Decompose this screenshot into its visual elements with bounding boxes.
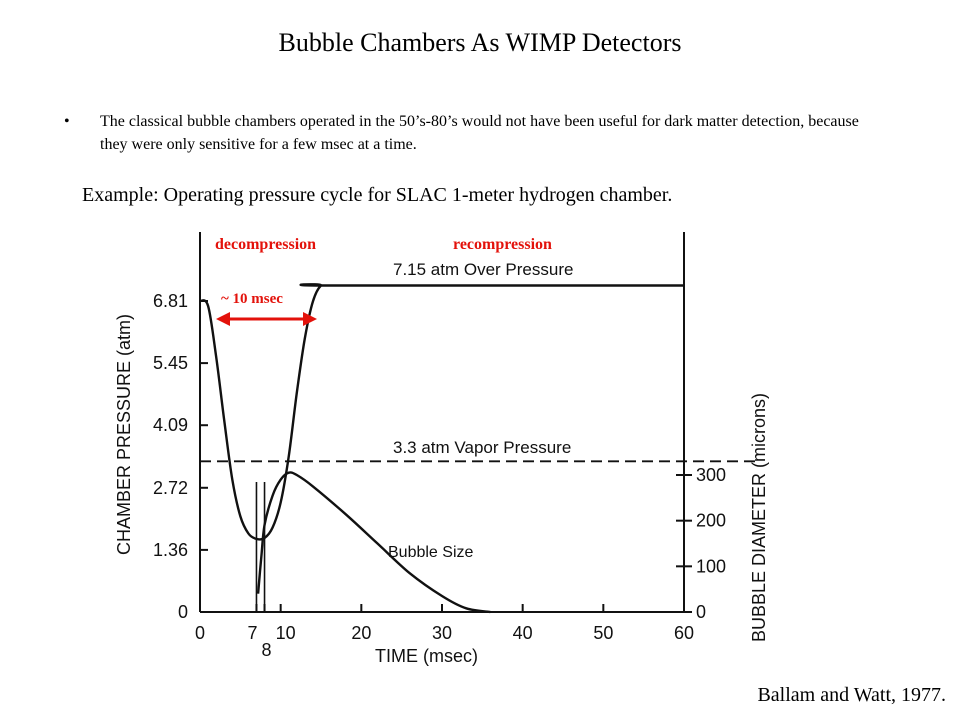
y2-tick-label: 0 <box>696 602 706 622</box>
y2-axis-label: BUBBLE DIAMETER (microns) <box>749 393 769 642</box>
y2-tick-label: 200 <box>696 511 726 531</box>
y2-tick-label: 100 <box>696 556 726 576</box>
citation: Ballam and Watt, 1977. <box>757 684 946 706</box>
y-tick-label: 0 <box>178 602 188 622</box>
x-tick-label: 20 <box>351 623 371 643</box>
vapor-pressure-label: 3.3 atm Vapor Pressure <box>393 438 571 457</box>
duration-label: ~ 10 msec <box>221 291 283 307</box>
bullet-text: The classical bubble chambers operated i… <box>100 113 859 153</box>
y-tick-label: 4.09 <box>153 415 188 435</box>
chart-series <box>199 283 684 614</box>
pressure-curve <box>199 283 684 541</box>
x-tick-label: 0 <box>195 623 205 643</box>
duration-arrow <box>216 312 317 326</box>
bullet-marker: • <box>64 113 70 130</box>
x-tick-label: 8 <box>262 640 272 660</box>
x-tick-label: 40 <box>513 623 533 643</box>
y-tick-label: 1.36 <box>153 540 188 560</box>
x-tick-label: 10 <box>276 623 296 643</box>
x-axis-label: TIME (msec) <box>375 646 478 666</box>
y-axis-label: CHAMBER PRESSURE (atm) <box>114 314 134 555</box>
over-pressure-label: 7.15 atm Over Pressure <box>393 260 573 279</box>
recompression-label: recompression <box>453 236 552 253</box>
x-tick-label: 60 <box>674 623 694 643</box>
bubble-size-label: Bubble Size <box>388 544 473 561</box>
x-tick-label: 7 <box>247 623 257 643</box>
y-tick-label: 5.45 <box>153 353 188 373</box>
y-tick-label: 6.81 <box>153 291 188 311</box>
x-tick-label: 50 <box>593 623 613 643</box>
bubble-size-curve <box>256 471 491 614</box>
example-caption: Example: Operating pressure cycle for SL… <box>82 184 673 206</box>
y2-tick-label: 300 <box>696 465 726 485</box>
slide-title: Bubble Chambers As WIMP Detectors <box>278 28 682 57</box>
x-tick-label: 30 <box>432 623 452 643</box>
y-tick-label: 2.72 <box>153 478 188 498</box>
decompression-label: decompression <box>215 236 316 253</box>
